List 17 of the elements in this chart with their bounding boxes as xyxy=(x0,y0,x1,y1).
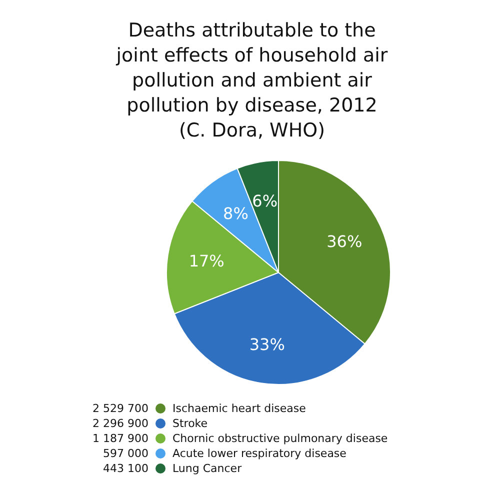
text: 2 529 700 xyxy=(92,402,148,415)
legend-label: Stroke xyxy=(172,417,208,430)
chart-subtitle: (C. Dora, WHO) xyxy=(179,120,326,142)
legend-label: Acute lower respiratory disease xyxy=(172,447,347,460)
text: 1 187 900 xyxy=(92,432,148,445)
data-label: 6% xyxy=(252,191,278,210)
text: 443 100 xyxy=(103,462,149,475)
text: 597 000 xyxy=(103,447,149,460)
legend-label: Chornic obstructive pulmonary disease xyxy=(172,432,388,445)
text: 2 296 900 xyxy=(92,417,148,430)
data-label: 17% xyxy=(188,252,224,271)
legend-label: Lung Cancer xyxy=(172,462,242,475)
data-label: 8% xyxy=(223,204,248,224)
data-label: 36% xyxy=(326,232,362,252)
legend-label: Ischaemic heart disease xyxy=(172,402,306,415)
chart-title: Deaths attributable to the joint effects of household air pollution and ambient air pollution by disease, 2012 xyxy=(115,20,388,116)
data-label: 33% xyxy=(249,334,285,354)
